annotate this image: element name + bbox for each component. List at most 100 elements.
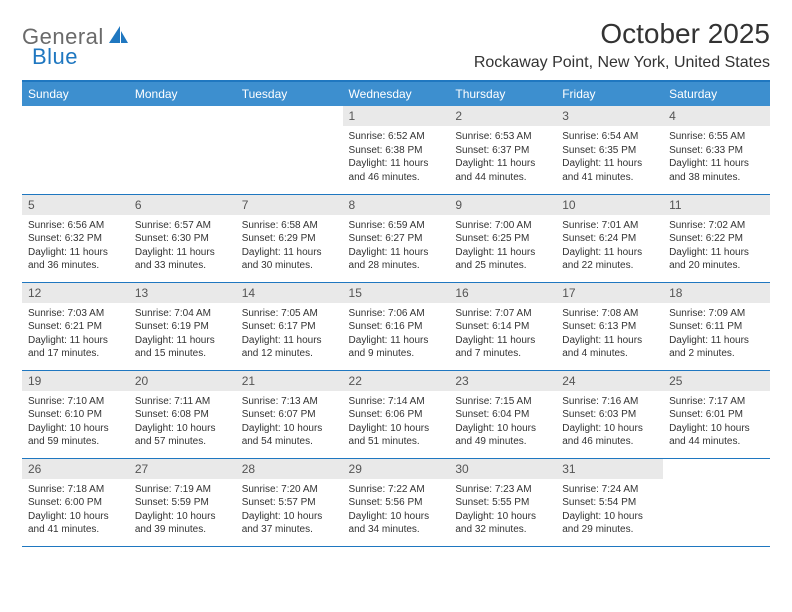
sunset-text: Sunset: 6:11 PM — [669, 320, 764, 334]
sunrise-text: Sunrise: 6:52 AM — [349, 130, 444, 144]
sunset-text: Sunset: 5:57 PM — [242, 496, 337, 510]
sunset-text: Sunset: 6:30 PM — [135, 232, 230, 246]
day-number: 12 — [22, 283, 129, 303]
daylight-text: Daylight: 10 hours and 34 minutes. — [349, 510, 444, 537]
calendar-cell: 12Sunrise: 7:03 AMSunset: 6:21 PMDayligh… — [22, 282, 129, 370]
daylight-text: Daylight: 11 hours and 38 minutes. — [669, 157, 764, 184]
sunset-text: Sunset: 6:37 PM — [455, 144, 550, 158]
calendar-cell: 11Sunrise: 7:02 AMSunset: 6:22 PMDayligh… — [663, 194, 770, 282]
sunset-text: Sunset: 6:03 PM — [562, 408, 657, 422]
calendar-cell: 31Sunrise: 7:24 AMSunset: 5:54 PMDayligh… — [556, 458, 663, 546]
day-info: Sunrise: 6:52 AMSunset: 6:38 PMDaylight:… — [343, 126, 450, 190]
calendar-cell: 10Sunrise: 7:01 AMSunset: 6:24 PMDayligh… — [556, 194, 663, 282]
day-info: Sunrise: 7:14 AMSunset: 6:06 PMDaylight:… — [343, 391, 450, 455]
day-number: 16 — [449, 283, 556, 303]
day-header: Tuesday — [236, 81, 343, 106]
sunset-text: Sunset: 6:17 PM — [242, 320, 337, 334]
daylight-text: Daylight: 11 hours and 4 minutes. — [562, 334, 657, 361]
day-number: 21 — [236, 371, 343, 391]
day-number: 8 — [343, 195, 450, 215]
logo-sail-icon — [108, 25, 130, 50]
day-number: 13 — [129, 283, 236, 303]
calendar-cell: 2Sunrise: 6:53 AMSunset: 6:37 PMDaylight… — [449, 106, 556, 194]
calendar-cell — [22, 106, 129, 194]
calendar-cell: 6Sunrise: 6:57 AMSunset: 6:30 PMDaylight… — [129, 194, 236, 282]
day-number: 22 — [343, 371, 450, 391]
sunset-text: Sunset: 5:59 PM — [135, 496, 230, 510]
sunset-text: Sunset: 6:38 PM — [349, 144, 444, 158]
day-info: Sunrise: 7:22 AMSunset: 5:56 PMDaylight:… — [343, 479, 450, 543]
day-info: Sunrise: 7:24 AMSunset: 5:54 PMDaylight:… — [556, 479, 663, 543]
header: General October 2025 Rockaway Point, New… — [22, 18, 770, 72]
daylight-text: Daylight: 11 hours and 28 minutes. — [349, 246, 444, 273]
daylight-text: Daylight: 10 hours and 57 minutes. — [135, 422, 230, 449]
day-number: 9 — [449, 195, 556, 215]
sunrise-text: Sunrise: 7:00 AM — [455, 219, 550, 233]
sunset-text: Sunset: 6:33 PM — [669, 144, 764, 158]
day-info: Sunrise: 7:00 AMSunset: 6:25 PMDaylight:… — [449, 215, 556, 279]
day-info: Sunrise: 7:06 AMSunset: 6:16 PMDaylight:… — [343, 303, 450, 367]
sunset-text: Sunset: 6:14 PM — [455, 320, 550, 334]
daylight-text: Daylight: 10 hours and 44 minutes. — [669, 422, 764, 449]
day-info: Sunrise: 7:10 AMSunset: 6:10 PMDaylight:… — [22, 391, 129, 455]
day-info: Sunrise: 7:03 AMSunset: 6:21 PMDaylight:… — [22, 303, 129, 367]
daylight-text: Daylight: 11 hours and 36 minutes. — [28, 246, 123, 273]
sunrise-text: Sunrise: 7:20 AM — [242, 483, 337, 497]
sunset-text: Sunset: 6:06 PM — [349, 408, 444, 422]
day-info: Sunrise: 7:20 AMSunset: 5:57 PMDaylight:… — [236, 479, 343, 543]
day-info: Sunrise: 7:09 AMSunset: 6:11 PMDaylight:… — [663, 303, 770, 367]
daylight-text: Daylight: 11 hours and 12 minutes. — [242, 334, 337, 361]
day-number: 20 — [129, 371, 236, 391]
calendar-week: 5Sunrise: 6:56 AMSunset: 6:32 PMDaylight… — [22, 194, 770, 282]
calendar-cell: 28Sunrise: 7:20 AMSunset: 5:57 PMDayligh… — [236, 458, 343, 546]
daylight-text: Daylight: 10 hours and 59 minutes. — [28, 422, 123, 449]
calendar-cell: 24Sunrise: 7:16 AMSunset: 6:03 PMDayligh… — [556, 370, 663, 458]
day-info: Sunrise: 7:19 AMSunset: 5:59 PMDaylight:… — [129, 479, 236, 543]
day-info: Sunrise: 7:17 AMSunset: 6:01 PMDaylight:… — [663, 391, 770, 455]
calendar-week: 1Sunrise: 6:52 AMSunset: 6:38 PMDaylight… — [22, 106, 770, 194]
day-number: 7 — [236, 195, 343, 215]
sunrise-text: Sunrise: 7:24 AM — [562, 483, 657, 497]
day-info: Sunrise: 7:15 AMSunset: 6:04 PMDaylight:… — [449, 391, 556, 455]
day-number: 10 — [556, 195, 663, 215]
sunrise-text: Sunrise: 7:10 AM — [28, 395, 123, 409]
day-number: 24 — [556, 371, 663, 391]
day-number: 6 — [129, 195, 236, 215]
day-number: 29 — [343, 459, 450, 479]
day-number: 31 — [556, 459, 663, 479]
sunrise-text: Sunrise: 7:19 AM — [135, 483, 230, 497]
title-block: October 2025 Rockaway Point, New York, U… — [474, 18, 770, 72]
sunrise-text: Sunrise: 7:07 AM — [455, 307, 550, 321]
day-number — [236, 106, 343, 112]
day-number: 5 — [22, 195, 129, 215]
sunrise-text: Sunrise: 7:06 AM — [349, 307, 444, 321]
calendar-cell: 16Sunrise: 7:07 AMSunset: 6:14 PMDayligh… — [449, 282, 556, 370]
sunrise-text: Sunrise: 7:02 AM — [669, 219, 764, 233]
daylight-text: Daylight: 10 hours and 46 minutes. — [562, 422, 657, 449]
calendar-cell: 4Sunrise: 6:55 AMSunset: 6:33 PMDaylight… — [663, 106, 770, 194]
day-header: Wednesday — [343, 81, 450, 106]
day-info: Sunrise: 7:13 AMSunset: 6:07 PMDaylight:… — [236, 391, 343, 455]
logo-text-blue: Blue — [32, 44, 78, 69]
sunrise-text: Sunrise: 7:01 AM — [562, 219, 657, 233]
sunset-text: Sunset: 6:00 PM — [28, 496, 123, 510]
calendar-cell: 3Sunrise: 6:54 AMSunset: 6:35 PMDaylight… — [556, 106, 663, 194]
day-number: 27 — [129, 459, 236, 479]
daylight-text: Daylight: 10 hours and 32 minutes. — [455, 510, 550, 537]
sunset-text: Sunset: 6:13 PM — [562, 320, 657, 334]
sunset-text: Sunset: 6:21 PM — [28, 320, 123, 334]
sunset-text: Sunset: 6:01 PM — [669, 408, 764, 422]
calendar-table: SundayMondayTuesdayWednesdayThursdayFrid… — [22, 80, 770, 547]
day-number: 14 — [236, 283, 343, 303]
day-info: Sunrise: 7:05 AMSunset: 6:17 PMDaylight:… — [236, 303, 343, 367]
day-number: 25 — [663, 371, 770, 391]
day-info: Sunrise: 6:59 AMSunset: 6:27 PMDaylight:… — [343, 215, 450, 279]
daylight-text: Daylight: 10 hours and 51 minutes. — [349, 422, 444, 449]
sunset-text: Sunset: 5:54 PM — [562, 496, 657, 510]
day-info: Sunrise: 6:57 AMSunset: 6:30 PMDaylight:… — [129, 215, 236, 279]
calendar-cell: 29Sunrise: 7:22 AMSunset: 5:56 PMDayligh… — [343, 458, 450, 546]
day-header: Friday — [556, 81, 663, 106]
sunset-text: Sunset: 6:04 PM — [455, 408, 550, 422]
calendar-cell: 27Sunrise: 7:19 AMSunset: 5:59 PMDayligh… — [129, 458, 236, 546]
calendar-cell: 15Sunrise: 7:06 AMSunset: 6:16 PMDayligh… — [343, 282, 450, 370]
